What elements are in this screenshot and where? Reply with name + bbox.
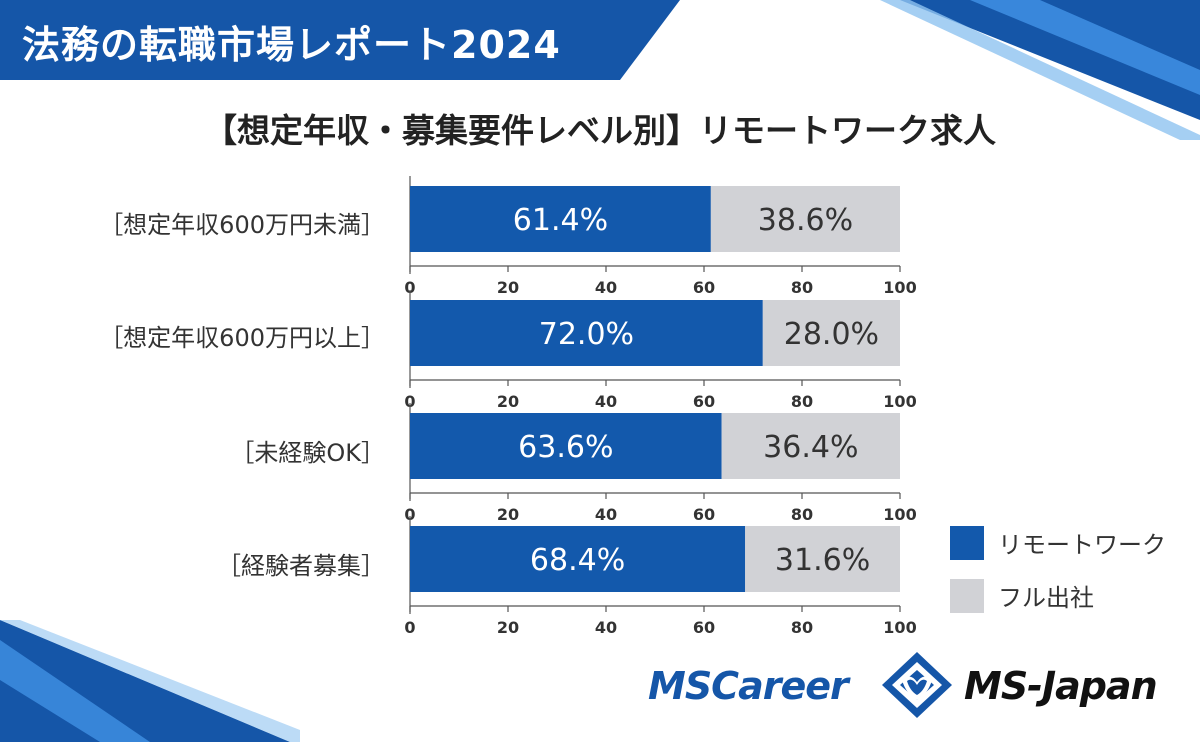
data-label-office-inexperienced: 36.4% — [763, 430, 858, 465]
category-label-inexperienced: ［未経験OK］ — [230, 439, 385, 467]
legend-item-remote: リモートワーク — [950, 525, 1166, 560]
x-tick-label: 80 — [791, 505, 813, 524]
x-tick-label: 40 — [595, 278, 617, 297]
bar-remote-inexperienced — [410, 413, 722, 479]
legend-label-remote: リモートワーク — [998, 531, 1166, 559]
x-tick-label: 80 — [791, 618, 813, 637]
x-tick-label: 100 — [883, 278, 916, 297]
bar-office-experienced — [745, 526, 900, 592]
x-tick-label: 60 — [693, 505, 715, 524]
x-tick-label: 20 — [497, 505, 519, 524]
x-tick-label: 20 — [497, 392, 519, 411]
category-label-over-600: ［想定年収600万円以上］ — [99, 324, 385, 352]
legend-swatch-office — [950, 578, 984, 613]
bar-remote-experienced — [410, 526, 746, 592]
x-tick-label: 100 — [883, 618, 916, 637]
bar-remote-under-600 — [410, 186, 711, 252]
x-tick-label: 20 — [497, 618, 519, 637]
mscareer-logo: MSCareer — [648, 664, 849, 708]
x-tick-label: 0 — [404, 618, 415, 637]
x-tick-label: 0 — [404, 278, 415, 297]
x-tick-label: 40 — [595, 505, 617, 524]
ms-japan-diamond-logo-icon — [882, 652, 952, 718]
chart-subtitle: 【想定年収・募集要件レベル別】リモートワーク求人 — [204, 111, 996, 150]
ms-japan-logo: MS-Japan — [964, 664, 1158, 708]
legend-label-office: フル出社 — [998, 584, 1094, 612]
x-tick-label: 0 — [404, 392, 415, 411]
chart-legend: リモートワーク フル出社 — [950, 525, 1166, 631]
bar-office-over-600 — [762, 300, 900, 366]
data-label-office-experienced: 31.6% — [775, 543, 870, 578]
data-label-remote-over-600: 72.0% — [539, 317, 634, 352]
x-tick-label: 100 — [883, 392, 916, 411]
corner-decoration-top — [880, 0, 1200, 140]
x-tick-label: 60 — [693, 392, 715, 411]
bar-remote-over-600 — [410, 300, 763, 366]
x-tick-label: 80 — [791, 278, 813, 297]
x-tick-label: 40 — [595, 618, 617, 637]
x-tick-label: 40 — [595, 392, 617, 411]
report-title: 法務の転職市場レポート2024 — [22, 23, 561, 67]
category-label-experienced: ［経験者募集］ — [217, 552, 385, 580]
category-label-under-600: ［想定年収600万円未満］ — [99, 211, 385, 239]
corner-decoration-bottom — [0, 620, 300, 742]
data-label-office-over-600: 28.0% — [784, 317, 879, 352]
x-tick-label: 100 — [883, 505, 916, 524]
legend-item-office: フル出社 — [950, 578, 1166, 613]
data-label-remote-under-600: 61.4% — [513, 203, 608, 238]
x-tick-label: 0 — [404, 505, 415, 524]
x-tick-label: 60 — [693, 618, 715, 637]
title-banner — [0, 0, 680, 80]
bar-office-under-600 — [710, 186, 900, 252]
data-label-remote-inexperienced: 63.6% — [518, 430, 613, 465]
x-tick-label: 80 — [791, 392, 813, 411]
legend-swatch-remote — [950, 525, 984, 560]
data-label-remote-experienced: 68.4% — [530, 543, 625, 578]
x-tick-label: 60 — [693, 278, 715, 297]
x-tick-label: 20 — [497, 278, 519, 297]
data-label-office-under-600: 38.6% — [758, 203, 853, 238]
bar-office-inexperienced — [721, 413, 900, 479]
